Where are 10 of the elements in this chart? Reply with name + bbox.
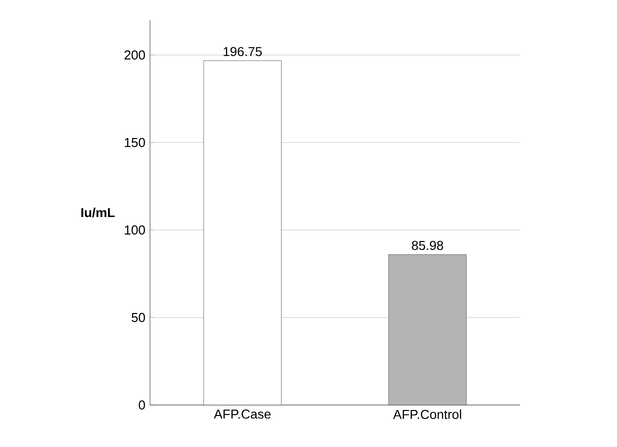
x-tick-label: AFP.Control (393, 410, 462, 420)
y-axis-title: Iu/mL (81, 208, 115, 218)
y-tick-label: 150 (124, 138, 145, 148)
data-label: 196.75 (224, 46, 262, 56)
y-tick-label: 200 (124, 50, 145, 60)
y-tick-label: 50 (132, 312, 145, 322)
x-tick-label: AFP.Case (214, 410, 271, 419)
y-tick-label: 100 (124, 225, 145, 235)
y-tick-label: 0 (138, 400, 145, 410)
data-label: 85.98 (412, 240, 444, 250)
